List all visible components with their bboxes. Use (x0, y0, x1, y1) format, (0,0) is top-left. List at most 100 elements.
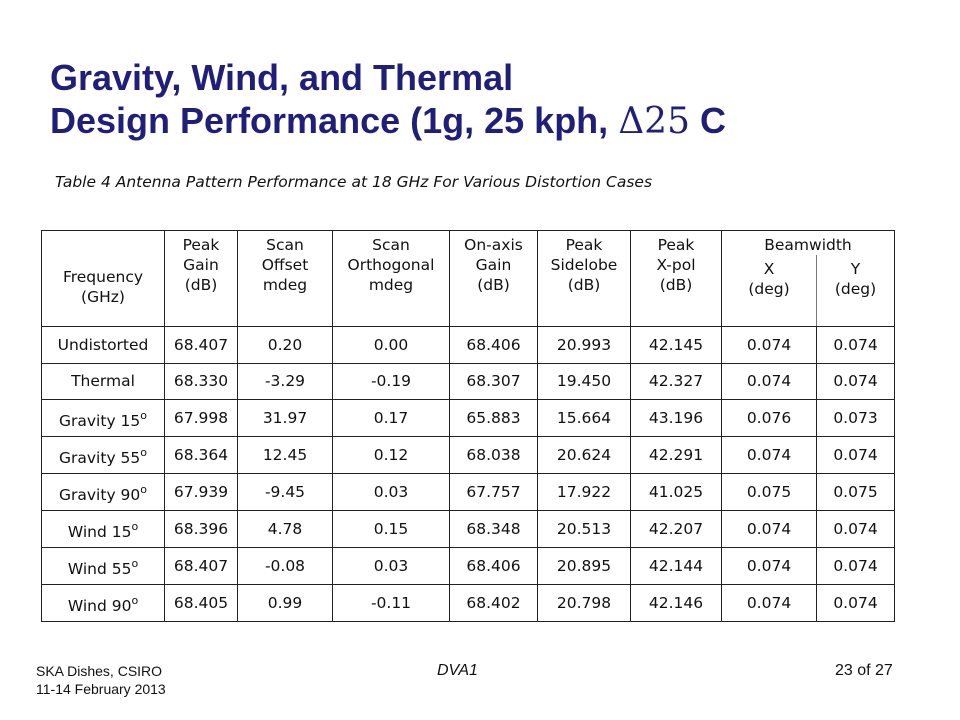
header-peak-xpol-l2: X-pol (656, 256, 696, 274)
table-cell: 0.15 (332, 510, 450, 549)
table-cell: 17.922 (537, 473, 631, 512)
header-scan-offset: Scan Offset mdeg (237, 230, 333, 327)
row-label: Gravity 90o (41, 473, 165, 512)
table-row: Thermal 68.330 -3.29 -0.19 68.307 19.450 42.32… (41, 362, 895, 401)
row-label-text: Wind 55 (67, 559, 132, 578)
table-cell: 68.407 (164, 547, 238, 586)
row-label: Thermal (41, 362, 165, 401)
row-label-text: Gravity 90 (59, 485, 141, 504)
table-cell: 0.075 (816, 473, 895, 512)
table-cell: 0.074 (816, 547, 895, 586)
delta-symbol: Δ25 (618, 101, 690, 142)
table-cell: 67.998 (164, 399, 238, 438)
table-cell: 0.074 (816, 325, 895, 364)
degree-superscript: o (140, 445, 147, 459)
header-bw-y-l2: (deg) (834, 280, 877, 299)
header-scan-orthogonal-l2: Orthogonal (347, 256, 435, 274)
degree-superscript: o (131, 593, 139, 607)
table-cell: 42.327 (630, 362, 722, 401)
table-cell: -0.11 (332, 584, 450, 622)
table-cell: 0.12 (332, 436, 450, 475)
table-cell: 0.074 (816, 584, 895, 622)
footer-org: SKA Dishes, CSIRO (36, 663, 163, 679)
table-cell: 20.798 (537, 584, 631, 622)
header-peak-sidelobe-l2: Sidelobe (550, 256, 618, 274)
table-cell: 68.396 (164, 510, 238, 549)
table-row: Gravity 55o 68.364 12.45 0.12 68.038 20.624 42… (41, 436, 895, 475)
header-bw-x-l2: (deg) (748, 280, 790, 299)
table-cell: 68.406 (449, 325, 538, 364)
table-body: Undistorted 68.407 0.20 0.00 68.406 20.993 42.… (41, 325, 895, 622)
header-onaxis-gain-l1: On-axis (464, 236, 523, 254)
performance-table: Frequency (GHz) Peak Gain (dB) Scan Offs… (41, 230, 895, 622)
header-scan-offset-l3: mdeg (262, 276, 308, 294)
table-cell: 0.00 (332, 325, 450, 364)
header-bw-x-l1: X (763, 260, 775, 279)
table-cell: 42.144 (630, 547, 722, 586)
header-onaxis-gain: On-axis Gain (dB) (449, 230, 538, 327)
header-peak-xpol-l3: (dB) (659, 276, 693, 294)
table-row: Undistorted 68.407 0.20 0.00 68.406 20.993 42.… (41, 325, 895, 364)
header-peak-xpol: Peak X-pol (dB) (630, 230, 722, 327)
table-cell: 0.20 (237, 325, 333, 364)
table-cell: 67.757 (449, 473, 538, 512)
header-peak-gain-l1: Peak (182, 236, 220, 254)
table-cell: 20.993 (537, 325, 631, 364)
table-cell: 0.076 (721, 399, 817, 438)
header-peak-gain-l3: (dB) (184, 276, 218, 294)
table-cell: 68.330 (164, 362, 238, 401)
degree-superscript: o (140, 408, 147, 422)
header-bw-y-l1: Y (850, 260, 861, 279)
table-cell: 42.146 (630, 584, 722, 622)
title-line-2: Design Performance (1g, 25 kph, Δ25 C (50, 99, 930, 143)
header-onaxis-gain-l3: (dB) (477, 276, 510, 294)
table-cell: 0.074 (721, 510, 817, 549)
table-cell: 68.402 (449, 584, 538, 622)
row-label: Wind 55o (41, 547, 165, 586)
table-cell: 0.03 (332, 547, 450, 586)
header-row-top: Frequency (GHz) Peak Gain (dB) Scan Offs… (41, 230, 895, 327)
table-cell: 65.883 (449, 399, 538, 438)
table-cell: -0.08 (237, 547, 333, 586)
table-cell: 0.074 (721, 547, 817, 586)
table-cell: 0.17 (332, 399, 450, 438)
footer-left: SKA Dishes, CSIRO 11-14 February 2013 (36, 662, 166, 698)
header-bw-y: Y (deg) (816, 255, 895, 327)
table-cell: 19.450 (537, 362, 631, 401)
table-cell: 12.45 (237, 436, 333, 475)
header-frequency: Frequency (GHz) (41, 230, 165, 327)
table-cell: 0.074 (721, 584, 817, 622)
row-label: Wind 90o (41, 584, 165, 622)
header-peak-gain-l2: Gain (183, 256, 219, 274)
header-peak-sidelobe: Peak Sidelobe (dB) (537, 230, 631, 327)
table-cell: 4.78 (237, 510, 333, 549)
row-label: Undistorted (41, 325, 165, 364)
row-label: Gravity 55o (41, 436, 165, 475)
table-cell: 0.074 (816, 362, 895, 401)
table-cell: 68.406 (449, 547, 538, 586)
table-cell: 42.291 (630, 436, 722, 475)
table-cell: 0.073 (816, 399, 895, 438)
row-label: Gravity 15o (41, 399, 165, 438)
table-cell: 68.407 (164, 325, 238, 364)
footer-center: DVA1 (437, 662, 478, 679)
slide-title: Gravity, Wind, and Thermal Design Perfor… (50, 56, 930, 143)
row-label-text: Wind 15 (67, 522, 132, 541)
table-cell: 15.664 (537, 399, 631, 438)
header-scan-offset-l1: Scan (266, 236, 304, 254)
table-cell: -3.29 (237, 362, 333, 401)
table-cell: 0.075 (721, 473, 817, 512)
table-cell: 20.895 (537, 547, 631, 586)
title-line-1: Gravity, Wind, and Thermal (50, 57, 514, 98)
table-cell: -9.45 (237, 473, 333, 512)
table-cell: 0.074 (816, 510, 895, 549)
table-cell: 68.348 (449, 510, 538, 549)
table-cell: 31.97 (237, 399, 333, 438)
page-number: 23 of 27 (835, 662, 893, 679)
table-caption: Table 4 Antenna Pattern Performance at 1… (55, 173, 653, 191)
footer-date: 11-14 February 2013 (36, 681, 166, 697)
header-beamwidth: Beamwidth (721, 230, 895, 256)
table-row: Wind 90o 68.405 0.99 -0.11 68.402 20.798 42.14… (41, 584, 895, 622)
row-label: Wind 15o (41, 510, 165, 549)
table-cell: 0.074 (816, 436, 895, 475)
